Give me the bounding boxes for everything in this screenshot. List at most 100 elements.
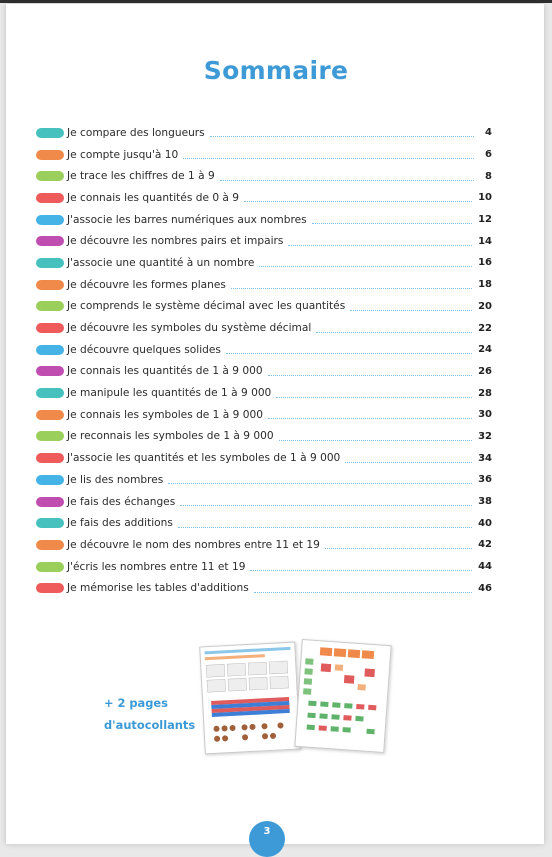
toc-entry-title: J'associe une quantité à un nombre xyxy=(67,256,255,269)
promo-line-2: d'autocollants xyxy=(104,718,196,732)
sticker-sheet-left xyxy=(199,641,301,755)
color-tab-marker xyxy=(36,257,64,268)
toc-entry: Je connais les quantités de 0 à 9 10 xyxy=(36,187,492,209)
dotted-leader xyxy=(183,158,474,160)
dotted-leader xyxy=(276,396,473,398)
dotted-leader xyxy=(288,244,473,246)
toc-entry-title: Je fais des additions xyxy=(67,517,173,530)
color-tab-marker xyxy=(36,388,64,399)
sticker-sheet-right xyxy=(294,638,392,754)
dotted-leader xyxy=(316,331,473,333)
toc-entry: Je compte jusqu'à 10 6 xyxy=(36,144,492,166)
toc-entry-page: 32 xyxy=(478,430,492,442)
toc-entry: Je compare des longueurs 4 xyxy=(36,122,492,144)
toc-entry-page: 24 xyxy=(478,344,492,356)
dotted-leader xyxy=(230,288,473,290)
toc-entry: J'associe les quantités et les symboles … xyxy=(36,447,492,469)
color-tab-marker xyxy=(36,409,64,420)
toc-entry-page: 28 xyxy=(478,387,492,399)
toc-entry-title: Je connais les quantités de 1 à 9 000 xyxy=(67,365,263,378)
color-tab-marker xyxy=(36,192,64,203)
color-tab-marker xyxy=(36,149,64,160)
toc-entry-page: 10 xyxy=(478,192,492,204)
sticker-promo: + 2 pages d'autocollants xyxy=(104,692,195,736)
toc-entry-page: 40 xyxy=(478,517,492,529)
toc-entry-title: Je découvre les symboles du système déci… xyxy=(67,322,312,335)
toc-entry-title: Je trace les chiffres de 1 à 9 xyxy=(67,170,215,183)
toc-entry-title: Je fais des échanges xyxy=(67,495,176,508)
toc-entry: J'associe les barres numériques aux nomb… xyxy=(36,209,492,231)
toc-entry-page: 16 xyxy=(478,257,492,269)
dotted-leader xyxy=(345,461,473,463)
toc-entry-page: 46 xyxy=(478,582,492,594)
dotted-leader xyxy=(311,223,473,225)
dotted-leader xyxy=(244,201,473,203)
toc-entry-page: 30 xyxy=(478,409,492,421)
toc-entry: Je connais les quantités de 1 à 9 000 26 xyxy=(36,361,492,383)
dotted-leader xyxy=(225,353,473,355)
toc-entry-page: 4 xyxy=(485,127,492,139)
color-tab-marker xyxy=(36,453,64,464)
dotted-leader xyxy=(219,179,474,181)
color-tab-marker xyxy=(36,431,64,442)
toc-entry-title: Je manipule les quantités de 1 à 9 000 xyxy=(67,387,272,400)
toc-entry-page: 6 xyxy=(485,149,492,161)
toc-entry-page: 8 xyxy=(485,170,492,182)
toc-entry-title: Je découvre quelques solides xyxy=(67,343,221,356)
color-tab-marker xyxy=(36,214,64,225)
toc-entry-title: J'écris les nombres entre 11 et 19 xyxy=(67,560,246,573)
color-tab-marker xyxy=(36,518,64,529)
color-tab-marker xyxy=(36,583,64,594)
toc-entry-title: Je comprends le système décimal avec les… xyxy=(67,300,346,313)
dotted-leader xyxy=(253,591,473,593)
dotted-leader xyxy=(177,526,473,528)
dotted-leader xyxy=(180,505,473,507)
toc-entry: Je fais des additions 40 xyxy=(36,512,492,534)
color-tab-marker xyxy=(36,561,64,572)
toc-entry: J'écris les nombres entre 11 et 19 44 xyxy=(36,556,492,578)
toc-entry: Je découvre les nombres pairs et impairs… xyxy=(36,230,492,252)
top-border xyxy=(0,0,552,3)
color-tab-marker xyxy=(36,366,64,377)
color-tab-marker xyxy=(36,496,64,507)
table-of-contents: Je compare des longueurs 4 Je compte jusqu… xyxy=(36,122,492,599)
sticker-sheet-right-art xyxy=(303,647,377,735)
toc-entry-title: Je connais les symboles de 1 à 9 000 xyxy=(67,408,263,421)
color-tab-marker xyxy=(36,474,64,485)
color-tab-marker xyxy=(36,279,64,290)
toc-entry-title: Je compte jusqu'à 10 xyxy=(67,148,179,161)
toc-entry-title: Je découvre les formes planes xyxy=(67,278,226,291)
toc-entry-page: 34 xyxy=(478,452,492,464)
toc-entry: Je fais des échanges 38 xyxy=(36,491,492,513)
toc-entry: Je découvre quelques solides 24 xyxy=(36,339,492,361)
color-tab-marker xyxy=(36,127,64,138)
dotted-leader xyxy=(278,439,473,441)
toc-entry-page: 42 xyxy=(478,539,492,551)
toc-entry: Je découvre les symboles du système déci… xyxy=(36,317,492,339)
toc-entry-page: 36 xyxy=(478,474,492,486)
toc-entry-title: Je lis des nombres xyxy=(67,473,164,486)
toc-entry-page: 26 xyxy=(478,365,492,377)
page-title: Sommaire xyxy=(203,56,349,85)
toc-entry: Je reconnais les symboles de 1 à 9 000 32 xyxy=(36,426,492,448)
toc-entry: Je lis des nombres 36 xyxy=(36,469,492,491)
toc-entry: Je découvre le nom des nombres entre 11 … xyxy=(36,534,492,556)
dotted-leader xyxy=(350,309,473,311)
toc-entry: Je mémorise les tables d'additions 46 xyxy=(36,577,492,599)
sticker-sheet-left-art xyxy=(204,646,291,742)
toc-entry-title: Je compare des longueurs xyxy=(67,126,205,139)
dotted-leader xyxy=(259,266,473,268)
toc-entry-page: 18 xyxy=(478,279,492,291)
toc-entry-page: 14 xyxy=(478,235,492,247)
toc-entry-title: Je découvre les nombres pairs et impairs xyxy=(67,235,284,248)
toc-entry-title: Je connais les quantités de 0 à 9 xyxy=(67,191,240,204)
toc-entry-page: 38 xyxy=(478,496,492,508)
toc-entry: Je manipule les quantités de 1 à 9 000 28 xyxy=(36,382,492,404)
dotted-leader xyxy=(267,374,473,376)
toc-entry: Je découvre les formes planes 18 xyxy=(36,274,492,296)
dotted-leader xyxy=(267,418,473,420)
toc-entry: Je comprends le système décimal avec les… xyxy=(36,296,492,318)
toc-entry-title: J'associe les quantités et les symboles … xyxy=(67,452,341,465)
dotted-leader xyxy=(324,548,473,550)
color-tab-marker xyxy=(36,301,64,312)
